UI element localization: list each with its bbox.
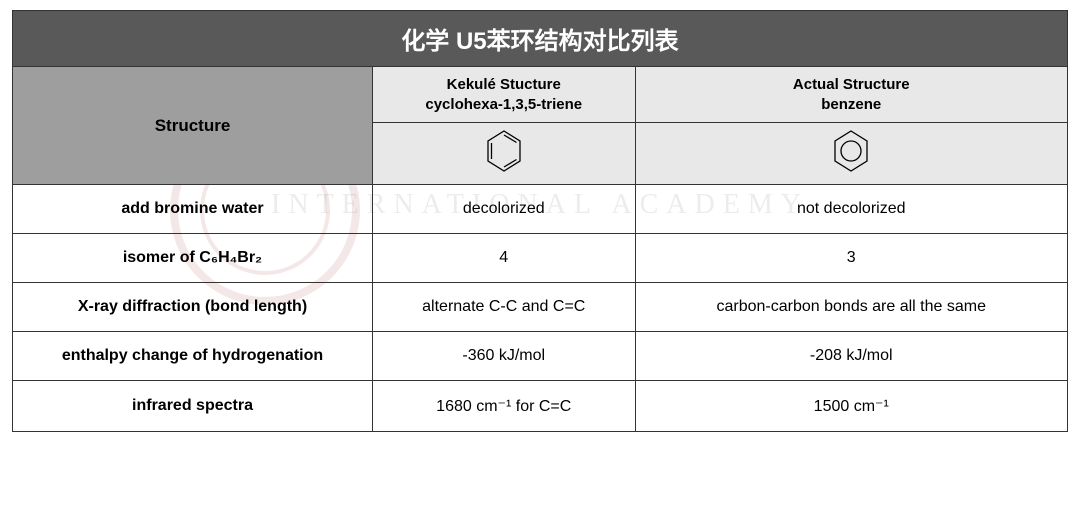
row-val-c1: 4 (373, 234, 636, 283)
col1-header: Kekulé Stucture cyclohexa-1,3,5-triene (373, 67, 636, 123)
benzene-icon-cell (635, 123, 1068, 185)
benzene-hexagon-icon (831, 129, 871, 173)
row-val-c2: -208 kJ/mol (635, 332, 1068, 381)
kekule-icon-cell (373, 123, 636, 185)
col1-header-line1: Kekulé Stucture (447, 76, 561, 93)
col2-header: Actual Structure benzene (635, 67, 1068, 123)
header-row-1: Structure Kekulé Stucture cyclohexa-1,3,… (13, 67, 1068, 123)
row-val-c2: not decolorized (635, 185, 1068, 234)
comparison-table-wrap: 化学 U5苯环结构对比列表 Structure Kekulé Stucture … (0, 0, 1080, 442)
row-val-c2: carbon-carbon bonds are all the same (635, 283, 1068, 332)
row-label: enthalpy change of hydrogenation (13, 332, 373, 381)
table-row: isomer of C₆H₄Br₂ 4 3 (13, 234, 1068, 283)
table-row: enthalpy change of hydrogenation -360 kJ… (13, 332, 1068, 381)
col2-header-line1: Actual Structure (793, 76, 910, 93)
col2-header-line2: benzene (821, 96, 881, 113)
table-row: infrared spectra 1680 cm⁻¹ for C=C 1500 … (13, 381, 1068, 432)
row-val-c2: 3 (635, 234, 1068, 283)
row-val-c1: decolorized (373, 185, 636, 234)
row-label: isomer of C₆H₄Br₂ (13, 234, 373, 283)
row-val-c2: 1500 cm⁻¹ (635, 381, 1068, 432)
row-label: X-ray diffraction (bond length) (13, 283, 373, 332)
kekule-hexagon-icon (484, 129, 524, 173)
row-val-c1: 1680 cm⁻¹ for C=C (373, 381, 636, 432)
table-row: X-ray diffraction (bond length) alternat… (13, 283, 1068, 332)
col1-header-line2: cyclohexa-1,3,5-triene (425, 96, 582, 113)
row-label: infrared spectra (13, 381, 373, 432)
comparison-table: 化学 U5苯环结构对比列表 Structure Kekulé Stucture … (12, 10, 1068, 432)
row-label: add bromine water (13, 185, 373, 234)
title-row: 化学 U5苯环结构对比列表 (13, 11, 1068, 67)
table-row: add bromine water decolorized not decolo… (13, 185, 1068, 234)
row-val-c1: -360 kJ/mol (373, 332, 636, 381)
table-title: 化学 U5苯环结构对比列表 (13, 11, 1068, 67)
structure-header: Structure (13, 67, 373, 185)
row-val-c1: alternate C-C and C=C (373, 283, 636, 332)
